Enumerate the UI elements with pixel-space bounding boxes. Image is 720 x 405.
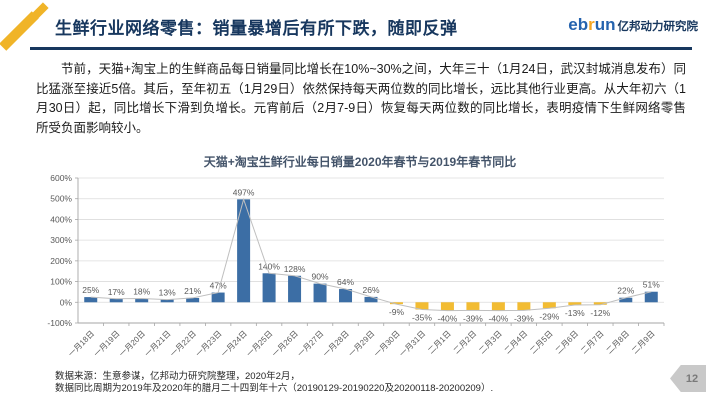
logo-text-eb: eb bbox=[568, 15, 589, 34]
logo-text-r: r bbox=[588, 15, 595, 34]
svg-text:一月26日: 一月26日 bbox=[270, 329, 300, 359]
body-paragraph: 节前，天猫+淘宝上的生鲜商品每日销量同比增长在10%~30%之间，大年三十（1月… bbox=[36, 62, 686, 135]
header-divider bbox=[30, 47, 692, 50]
svg-text:100%: 100% bbox=[50, 277, 72, 287]
svg-text:51%: 51% bbox=[643, 280, 660, 290]
svg-text:200%: 200% bbox=[50, 256, 72, 266]
svg-text:一月31日: 一月31日 bbox=[398, 329, 428, 359]
svg-text:497%: 497% bbox=[233, 187, 255, 197]
logo-text-un: un bbox=[594, 15, 616, 34]
svg-text:140%: 140% bbox=[258, 261, 280, 271]
source-line-2: 数据同比周期为2019年及2020年的腊月二十四到年十六（20190129-20… bbox=[55, 382, 494, 394]
svg-text:600%: 600% bbox=[50, 173, 72, 183]
svg-text:90%: 90% bbox=[312, 272, 329, 282]
svg-text:一月20日: 一月20日 bbox=[117, 329, 147, 359]
bar-chart: -100% 0% 100% 200% 300% 400% 500% 600% 25% 一月18日 1… bbox=[47, 173, 665, 359]
source-note: 数据来源：生意参谋，亿邦动力研究院整理，2020年2月， 数据同比周期为2019… bbox=[55, 371, 493, 394]
svg-text:17%: 17% bbox=[108, 287, 125, 297]
svg-text:二月6日: 二月6日 bbox=[554, 329, 580, 355]
svg-text:二月1日: 二月1日 bbox=[426, 329, 452, 355]
logo-text-cn: 亿邦动力研究院 bbox=[617, 21, 699, 33]
svg-text:二月9日: 二月9日 bbox=[630, 329, 656, 355]
svg-text:22%: 22% bbox=[617, 286, 634, 296]
svg-text:300%: 300% bbox=[50, 235, 72, 245]
svg-text:21%: 21% bbox=[184, 286, 201, 296]
svg-text:25%: 25% bbox=[82, 285, 99, 295]
svg-text:500%: 500% bbox=[50, 194, 72, 204]
svg-text:一月29日: 一月29日 bbox=[347, 329, 377, 359]
svg-text:一月22日: 一月22日 bbox=[168, 329, 198, 359]
svg-text:-29%: -29% bbox=[539, 311, 559, 321]
svg-text:-40%: -40% bbox=[438, 314, 458, 324]
svg-text:一月21日: 一月21日 bbox=[143, 329, 173, 359]
svg-text:-9%: -9% bbox=[389, 307, 405, 317]
svg-text:二月2日: 二月2日 bbox=[452, 329, 478, 355]
svg-text:一月19日: 一月19日 bbox=[92, 329, 122, 359]
svg-text:二月7日: 二月7日 bbox=[579, 329, 605, 355]
svg-text:128%: 128% bbox=[284, 264, 306, 274]
svg-text:-13%: -13% bbox=[565, 308, 585, 318]
svg-text:一月23日: 一月23日 bbox=[194, 329, 224, 359]
source-line-1: 数据来源：生意参谋，亿邦动力研究院整理，2020年2月， bbox=[55, 371, 300, 382]
svg-text:-40%: -40% bbox=[488, 314, 508, 324]
svg-text:二月5日: 二月5日 bbox=[528, 329, 554, 355]
svg-text:一月25日: 一月25日 bbox=[245, 329, 275, 359]
svg-text:-39%: -39% bbox=[514, 313, 534, 323]
svg-text:一月27日: 一月27日 bbox=[296, 329, 326, 359]
svg-text:-12%: -12% bbox=[590, 308, 610, 318]
svg-text:26%: 26% bbox=[362, 285, 379, 295]
slash-bar-small bbox=[27, 2, 49, 24]
svg-text:二月3日: 二月3日 bbox=[477, 329, 503, 355]
svg-text:一月30日: 一月30日 bbox=[372, 329, 402, 359]
ebrun-logo: ebrun 亿邦动力研究院 bbox=[568, 15, 698, 35]
svg-text:-39%: -39% bbox=[463, 313, 483, 323]
svg-text:18%: 18% bbox=[133, 287, 150, 297]
svg-text:二月8日: 二月8日 bbox=[605, 329, 631, 355]
svg-text:二月4日: 二月4日 bbox=[503, 329, 529, 355]
svg-text:一月18日: 一月18日 bbox=[67, 329, 97, 359]
svg-text:400%: 400% bbox=[50, 214, 72, 224]
svg-text:64%: 64% bbox=[337, 277, 354, 287]
svg-text:13%: 13% bbox=[159, 288, 176, 298]
svg-text:-100%: -100% bbox=[47, 318, 72, 328]
chart-title: 天猫+淘宝生鲜行业每日销量2020年春节与2019年春节同比 bbox=[203, 155, 517, 169]
svg-text:47%: 47% bbox=[210, 281, 227, 291]
svg-text:0%: 0% bbox=[60, 297, 73, 307]
svg-text:一月24日: 一月24日 bbox=[219, 329, 249, 359]
svg-text:-35%: -35% bbox=[412, 313, 432, 323]
svg-text:一月28日: 一月28日 bbox=[321, 329, 351, 359]
page-title: 生鲜行业网络零售：销量暴增后有所下跌，随即反弹 bbox=[55, 19, 458, 38]
